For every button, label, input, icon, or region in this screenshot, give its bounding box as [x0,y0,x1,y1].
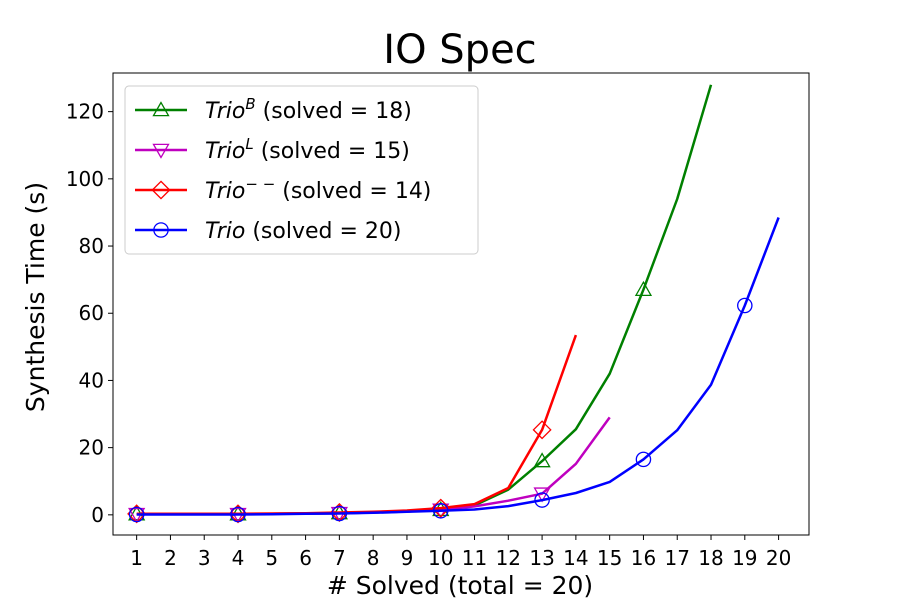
x-tick-label: 18 [698,546,723,570]
chart-title: IO Spec [383,27,536,73]
y-axis: 0 20 40 60 80 100 120 [66,100,113,527]
x-tick-label: 1 [130,546,143,570]
x-tick-label: 15 [597,546,622,570]
series-line [136,217,780,516]
data-point [431,498,451,518]
legend-label: TrioL (solved = 15) [205,135,410,164]
x-tick-label: 10 [428,546,453,570]
legend-marker [153,222,169,238]
legend-label: TrioB (solved = 18) [205,95,412,124]
y-tick-label: 100 [66,167,104,191]
data-point [635,451,652,468]
legend-entry: Trio (solved = 20) [135,219,402,244]
legend: TrioB (solved = 18) TrioL (solved = 15) Tr… [124,85,479,255]
data-point [331,505,348,522]
data-point [532,420,552,440]
x-tick-label: 4 [232,546,245,570]
x-tick-label: 9 [401,546,414,570]
x-tick-label: 7 [333,546,346,570]
data-point [737,297,753,314]
y-tick-label: 120 [66,100,104,124]
series-line [136,334,578,516]
legend-entry: TrioL (solved = 15) [135,135,410,164]
x-tick-label: 13 [529,546,554,570]
series-layer [127,84,780,524]
legend-marker [152,101,170,117]
y-tick-label: 80 [79,234,104,258]
x-tick-label: 17 [665,546,690,570]
x-axis-title: # Solved (total = 20) [327,571,593,600]
data-point [128,506,145,523]
plot-area: 1 2 3 4 5 6 7 8 9 10 11 12 13 14 15 16 17 18 19 20 02040608… [66,72,810,570]
legend-box [124,85,479,255]
x-tick-label: 2 [164,546,177,570]
plot-frame [112,72,810,536]
y-tick-label: 20 [79,436,104,460]
x-tick-label: 3 [198,546,211,570]
data-point [533,452,551,468]
series-2 [127,334,578,524]
x-tick-label: 16 [631,546,656,570]
x-tick-label: 5 [265,546,278,570]
y-axis-title: Synthesis Time (s) [21,182,50,412]
y-tick-label: 40 [79,368,104,392]
x-tick-label: 11 [462,546,487,570]
legend-label: Trio (solved = 20) [205,219,402,244]
legend-entry: Trio− − (solved = 14) [135,175,431,204]
x-tick-label: 14 [563,546,588,570]
x-tick-label: 8 [367,546,380,570]
x-axis: 1 2 3 4 5 6 7 8 9 10 11 12 13 14 15 16 17 18 19 20 [130,535,791,570]
x-tick-label: 19 [732,546,757,570]
series-3 [128,217,780,523]
data-point [634,280,653,296]
legend-marker [152,143,170,159]
data-point [432,503,449,519]
data-point [230,506,246,523]
legend-marker [151,180,171,200]
y-tick-label: 0 [91,503,104,527]
x-tick-label: 12 [496,546,521,570]
legend-entry: TrioB (solved = 18) [135,95,412,124]
x-tick-label: 6 [299,546,312,570]
x-tick-label: 20 [766,546,791,570]
data-point [534,492,550,508]
legend-label: Trio− − (solved = 14) [205,175,431,204]
y-tick-label: 60 [79,301,104,325]
